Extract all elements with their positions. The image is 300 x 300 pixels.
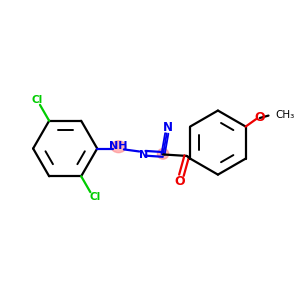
Text: O: O [255,111,265,124]
Text: Cl: Cl [32,95,43,105]
Text: NH: NH [109,141,128,151]
Ellipse shape [158,148,169,159]
Text: N: N [163,121,173,134]
Ellipse shape [111,141,126,153]
Text: N: N [139,150,148,160]
Text: O: O [175,175,185,188]
Text: CH₃: CH₃ [275,110,294,120]
Text: Cl: Cl [89,192,100,202]
